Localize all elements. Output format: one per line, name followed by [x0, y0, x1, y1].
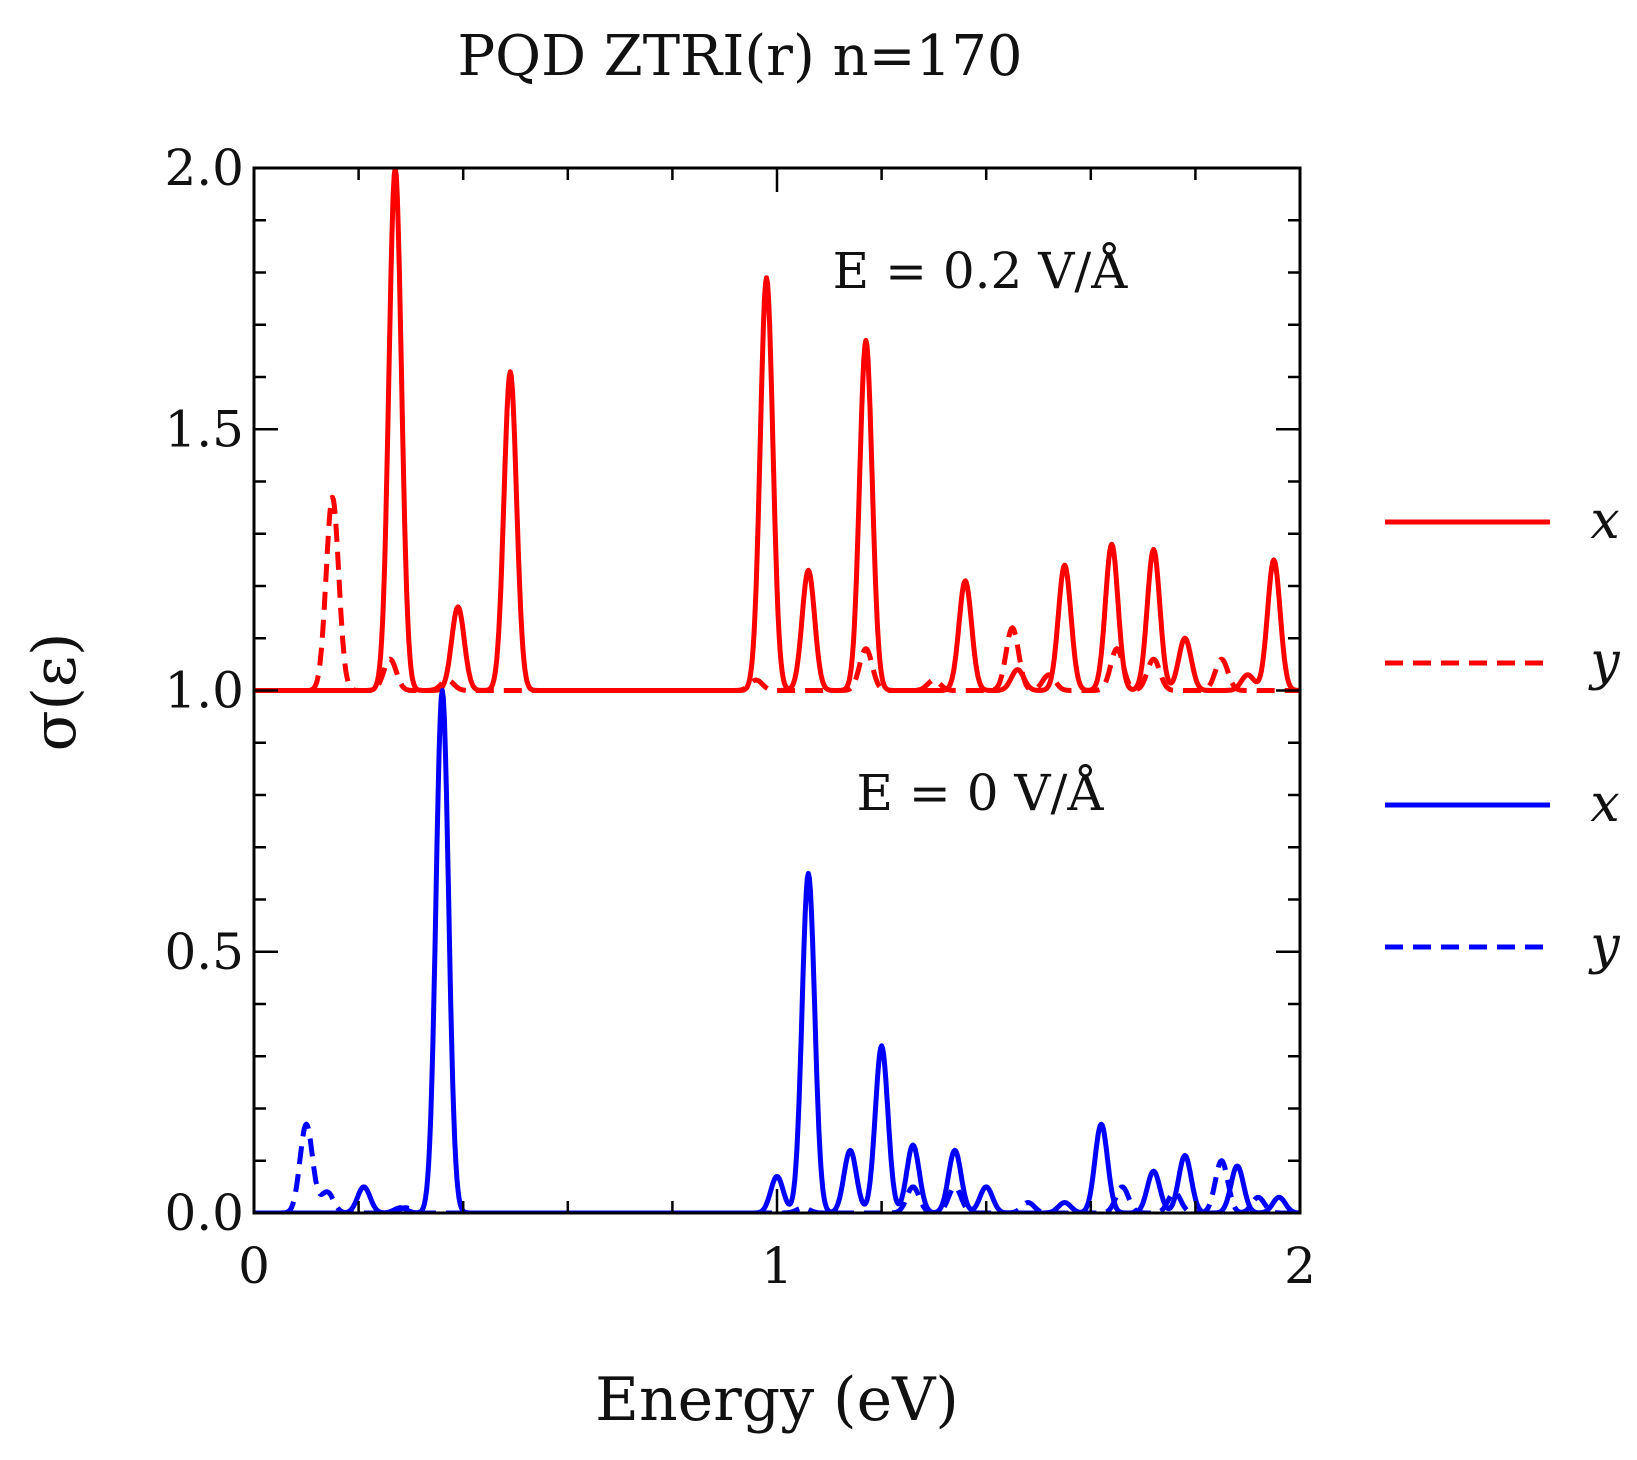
- legend-item-red-x: x: [1385, 491, 1620, 551]
- x-tick-label: 1: [761, 1237, 793, 1295]
- y-tick-label: 1.0: [164, 662, 244, 720]
- legend-label-blue-y: y: [1588, 916, 1620, 976]
- legend-label-red-y: y: [1588, 632, 1620, 692]
- legend-item-blue-y: y: [1385, 916, 1620, 976]
- legend-label-red-x: x: [1590, 491, 1619, 551]
- x-axis-title: Energy (eV): [595, 1365, 959, 1435]
- series-line-red-x: [254, 168, 1300, 693]
- x-tick-label: 2: [1284, 1237, 1316, 1295]
- y-tick-label: 0.5: [164, 923, 244, 981]
- x-tick-label: 0: [238, 1237, 270, 1295]
- ticks-layer: [252, 166, 1302, 1215]
- y-tick-label: 1.5: [164, 400, 244, 458]
- legend-label-blue-x: x: [1590, 774, 1619, 834]
- series-line-blue-y: [254, 1121, 1300, 1213]
- annotation-field-0: E = 0 V/Å: [857, 763, 1105, 822]
- series-layer: [254, 168, 1300, 1213]
- y-tick-label: 0.0: [164, 1184, 244, 1242]
- y-axis-title: σ(ε): [20, 633, 90, 752]
- tick-labels-layer: 0.0 0.5 1.0 1.5 2.0 0 1 2: [164, 139, 1315, 1295]
- annotation-field-0.2: E = 0.2 V/Å: [833, 241, 1129, 300]
- legend-item-blue-x: x: [1385, 774, 1620, 834]
- legend-item-red-y: y: [1385, 632, 1620, 692]
- series-line-blue-x: [254, 688, 1300, 1213]
- y-tick-label: 2.0: [164, 139, 244, 197]
- plot-area: 0.0 0.5 1.0 1.5 2.0 0 1 2: [164, 139, 1315, 1295]
- chart-title: PQD ZTRI(r) n=170: [458, 24, 1023, 89]
- legend: x y x y: [1385, 491, 1620, 976]
- series-line-red-y: [254, 494, 1300, 693]
